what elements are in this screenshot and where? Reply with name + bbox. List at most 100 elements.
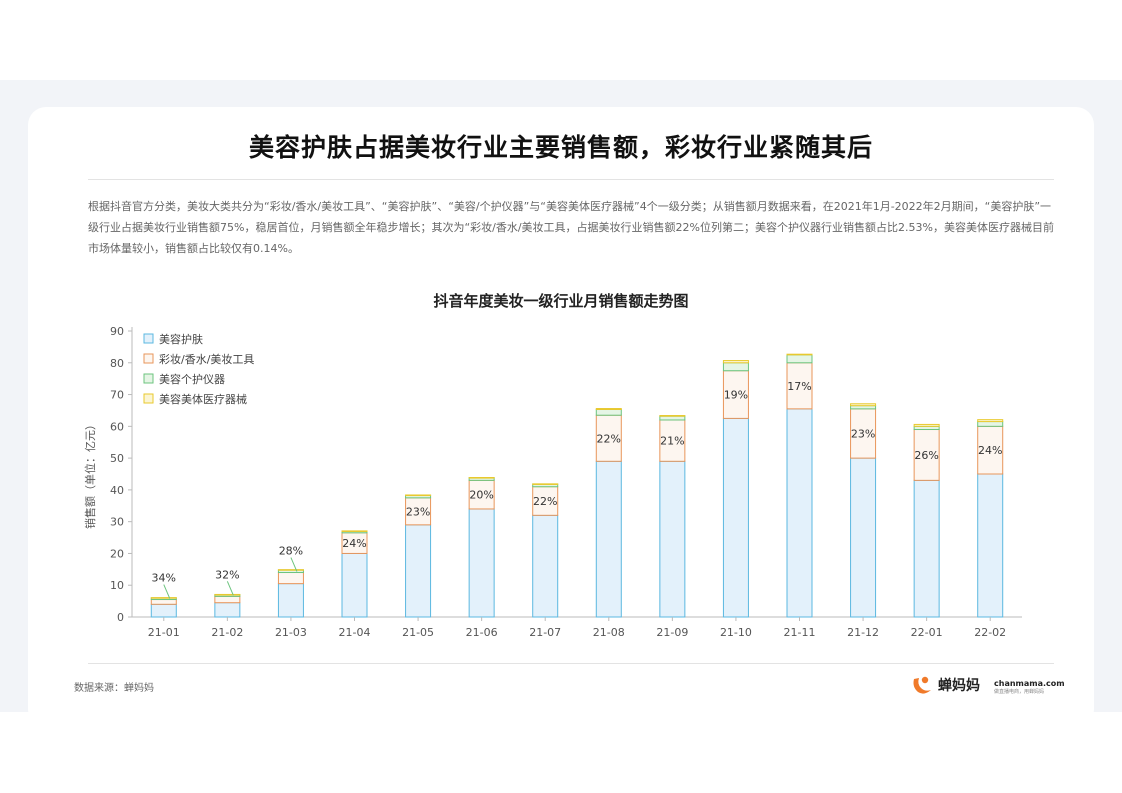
bar-segment: [786, 354, 813, 364]
bar-segment: [405, 524, 432, 618]
bar-segment: [977, 473, 1004, 618]
logo-tagline: 做直播电商，用蝉妈妈: [994, 689, 1045, 695]
legend-label: 美容美体医疗器械: [159, 392, 247, 406]
x-tick-label: 21-07: [529, 626, 561, 639]
x-tick-label: 21-01: [148, 626, 180, 639]
page-title: 美容护肤占据美妆行业主要销售额，彩妆行业紧随其后: [248, 133, 873, 162]
bar-segment: [659, 415, 686, 417]
bar-segment: [150, 603, 177, 618]
bar-segment: [786, 353, 813, 356]
data-label: 19%: [724, 389, 748, 402]
bar-segment: [277, 572, 304, 585]
x-tick-label: 21-10: [720, 626, 752, 639]
data-label: 17%: [787, 380, 811, 393]
bar-segment: [913, 479, 940, 618]
bar-segment: [722, 360, 749, 364]
bar-segment: [405, 494, 432, 497]
bar-segment: [150, 599, 177, 605]
data-label: 26%: [914, 449, 938, 462]
title-divider: [88, 179, 1054, 180]
x-tick-label: 21-08: [593, 626, 625, 639]
x-tick-label: 21-11: [784, 626, 816, 639]
x-tick-label: 21-06: [466, 626, 498, 639]
bar-segment: [977, 421, 1004, 427]
data-label: 32%: [215, 568, 239, 581]
y-tick-label: 0: [117, 611, 124, 624]
x-tick-label: 21-04: [339, 626, 371, 639]
legend-swatch: [143, 373, 154, 384]
chart-title: 抖音年度美妆一级行业月销售额走势图: [433, 292, 689, 310]
bar-segment: [850, 457, 877, 618]
data-label: 24%: [978, 444, 1002, 457]
bar-segment: [214, 595, 241, 604]
bar-segment: [277, 583, 304, 618]
data-label: 22%: [533, 495, 557, 508]
y-tick-label: 60: [110, 420, 124, 433]
y-axis-label: 销售额（单位：亿元）: [83, 419, 97, 529]
content-card: [28, 107, 1094, 727]
chanmama-logo-icon: [913, 676, 931, 694]
bar-segment: [977, 419, 1004, 423]
y-tick-label: 70: [110, 389, 124, 402]
logo-domain: chanmama.com: [994, 679, 1065, 688]
bar-segment: [659, 415, 686, 421]
bar-segment: [532, 514, 559, 618]
bar-segment: [150, 597, 177, 599]
bar-segment: [468, 479, 495, 510]
bar-segment: [468, 476, 495, 479]
bar-segment: [532, 483, 559, 485]
data-label: 22%: [597, 432, 621, 445]
y-tick-label: 20: [110, 547, 124, 560]
data-label: 24%: [342, 537, 366, 550]
bar-segment: [595, 408, 622, 410]
bar-segment: [913, 423, 940, 427]
bar-segment: [977, 425, 1004, 475]
data-label: 21%: [660, 435, 684, 448]
x-tick-label: 22-01: [911, 626, 943, 639]
bar-segment: [595, 460, 622, 618]
description-paragraph: 根据抖音官方分类，美妆大类共分为“彩妆/香水/美妆工具”、“美容护肤”、“美容/…: [88, 200, 1054, 255]
x-tick-label: 21-09: [656, 626, 688, 639]
chanmama-logo: 蝉妈妈: [910, 673, 980, 697]
data-label: 23%: [851, 427, 875, 440]
y-tick-label: 30: [110, 516, 124, 529]
bar-segment: [659, 419, 686, 462]
bar-segment: [659, 460, 686, 618]
legend-swatch: [143, 333, 154, 344]
bar-segment: [850, 403, 877, 407]
legend-swatch: [143, 353, 154, 364]
x-tick-label: 21-05: [402, 626, 434, 639]
data-label-leader: [163, 584, 171, 599]
data-label: 20%: [469, 489, 493, 502]
legend-label: 彩妆/香水/美妆工具: [159, 353, 254, 366]
legend-swatch: [143, 393, 154, 404]
legend-label: 美容个护仪器: [159, 372, 225, 386]
legend-label: 美容护肤: [159, 332, 203, 346]
bar-segment: [722, 417, 749, 618]
y-tick-label: 90: [110, 325, 124, 338]
data-label-leader: [226, 581, 234, 596]
bar-segment: [277, 569, 304, 571]
bar-segment: [913, 429, 940, 481]
bar-segment: [341, 530, 368, 532]
bar-segment: [786, 362, 813, 410]
bar-segment: [722, 362, 749, 372]
bar-segment: [595, 408, 622, 416]
bar-segment: [786, 408, 813, 618]
logo-text: 蝉妈妈: [938, 678, 980, 694]
data-label: 23%: [406, 505, 430, 518]
y-tick-label: 80: [110, 357, 124, 370]
bar-segment: [214, 593, 241, 596]
y-tick-label: 40: [110, 484, 124, 497]
logo-subtext: chanmama.com 做直播电商，用蝉妈妈: [994, 679, 1065, 696]
bar-segment: [341, 552, 368, 618]
footer-divider: [88, 663, 1054, 664]
x-tick-label: 21-02: [211, 626, 243, 639]
x-tick-label: 21-03: [275, 626, 307, 639]
x-tick-label: 21-12: [847, 626, 879, 639]
bar-segment: [850, 408, 877, 459]
x-tick-label: 22-02: [974, 626, 1006, 639]
data-label: 28%: [279, 545, 303, 558]
sales-chart: 0 10 20 30 40 50 60 70 80 90 销售额（单位：亿元） 21-01 34% 21-…: [83, 325, 1022, 639]
data-source: 数据来源：蝉妈妈: [74, 683, 154, 694]
